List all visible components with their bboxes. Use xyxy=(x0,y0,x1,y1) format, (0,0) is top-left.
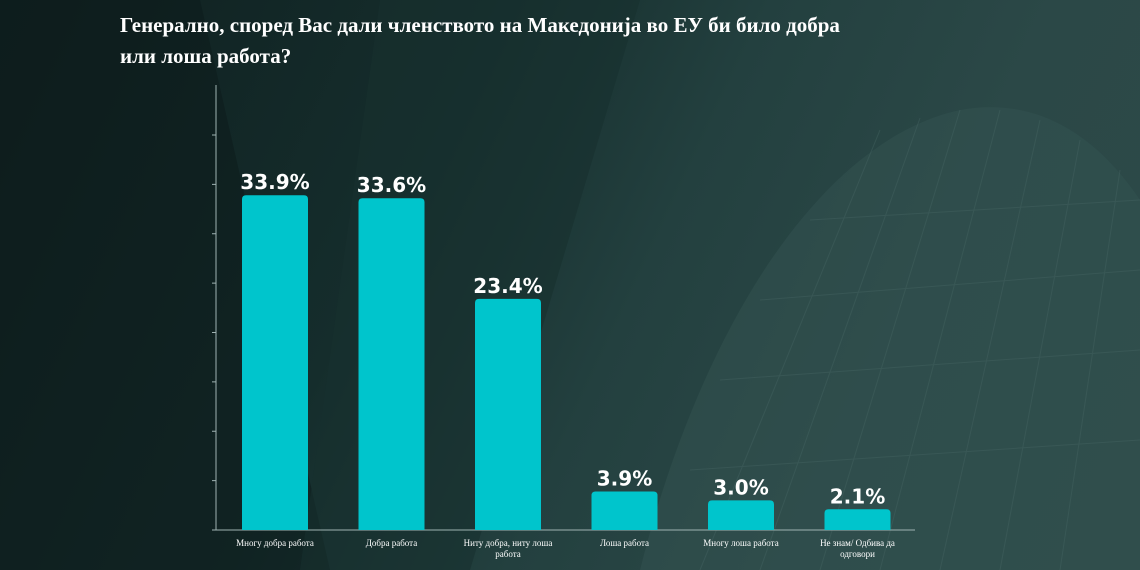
bar xyxy=(708,500,774,530)
bar-value-label: 33.6% xyxy=(357,173,426,197)
bar xyxy=(358,198,425,530)
chart-axes xyxy=(212,85,915,531)
bar-value-label: 3.9% xyxy=(597,466,652,490)
bar xyxy=(591,491,658,530)
bar xyxy=(824,509,891,530)
category-label: Добра работа xyxy=(366,538,417,548)
bar xyxy=(475,298,541,530)
bar xyxy=(242,195,308,531)
category-label: Ниту добра, ниту лоша работа xyxy=(464,538,553,559)
category-label: Не знам/ Одбива да одговори xyxy=(820,538,895,559)
category-labels: Многу добра работа Добра работа Ниту добра… xyxy=(236,538,895,559)
bar-series xyxy=(242,195,891,531)
bar-value-label: 23.4% xyxy=(473,274,542,298)
value-labels: 33.9% 33.6% 23.4% 3.9% 3.0% 2.1% xyxy=(240,170,885,508)
bar-value-label: 33.9% xyxy=(240,170,309,194)
category-label: Лоша работа xyxy=(600,538,649,548)
chart-title: Генерално, според Вас дали членството на… xyxy=(120,13,840,68)
category-label: Многу лоша работа xyxy=(703,538,778,548)
bar-value-label: 3.0% xyxy=(713,475,768,499)
bar-value-label: 2.1% xyxy=(830,484,885,508)
category-label: Многу добра работа xyxy=(236,538,314,548)
